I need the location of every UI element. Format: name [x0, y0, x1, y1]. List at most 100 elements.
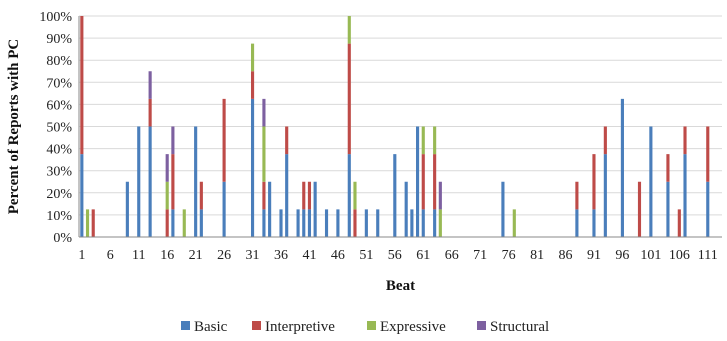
legend-swatch-basic	[181, 321, 190, 330]
bar-basic	[171, 209, 175, 237]
bar-basic	[376, 209, 380, 237]
x-tick-label: 6	[107, 248, 114, 263]
legend-swatch-structural	[477, 321, 486, 330]
bar-interpretive	[262, 181, 266, 210]
bar-structural	[171, 126, 175, 155]
bar-interpretive	[285, 126, 289, 155]
x-tick-label: 26	[217, 248, 231, 263]
x-tick-label: 11	[132, 248, 145, 263]
bar-interpretive	[148, 98, 152, 127]
y-tick-label: 90%	[46, 32, 72, 47]
bar-interpretive	[421, 154, 425, 210]
bar-expressive	[438, 209, 442, 237]
bar-expressive	[421, 126, 425, 155]
y-tick-label: 0%	[53, 231, 72, 246]
bar-structural	[438, 181, 442, 210]
bar-basic	[262, 209, 266, 237]
bar-basic	[307, 209, 312, 237]
x-tick-label: 36	[274, 248, 288, 263]
y-tick-label: 20%	[46, 187, 72, 202]
bar-basic	[324, 209, 329, 237]
bar-interpretive	[706, 126, 710, 182]
y-tick-label: 40%	[46, 143, 72, 158]
bar-basic	[347, 154, 351, 237]
bar-interpretive	[250, 71, 255, 99]
x-tick-label: 81	[530, 248, 544, 263]
bar-basic	[80, 154, 84, 237]
bar-basic	[125, 181, 129, 237]
bar-expressive	[433, 126, 437, 155]
x-tick-label: 1	[78, 248, 85, 263]
x-tick-label: 41	[302, 248, 316, 263]
y-tick-label: 70%	[46, 76, 72, 91]
y-tick-label: 60%	[46, 98, 72, 113]
x-tick-label: 46	[331, 248, 345, 263]
x-tick-label: 106	[669, 248, 690, 263]
x-tick-label: 71	[473, 248, 487, 263]
x-axis-title: Beat	[386, 278, 415, 294]
bar-basic	[592, 209, 596, 237]
bar-interpretive	[433, 154, 437, 210]
bar-expressive	[262, 126, 266, 182]
bar-basic	[575, 209, 579, 237]
x-tick-label: 101	[640, 248, 661, 263]
bar-interpretive	[347, 43, 351, 155]
y-tick-label: 10%	[46, 209, 72, 224]
bar-basic	[501, 181, 505, 237]
legend-label-interpretive: Interpretive	[265, 319, 335, 335]
bar-structural	[262, 98, 266, 127]
bar-structural	[148, 71, 152, 99]
bar-basic	[250, 98, 255, 237]
bar-basic	[137, 126, 141, 237]
gridlines	[79, 15, 722, 216]
bar-basic	[706, 181, 710, 237]
bar-interpretive	[80, 16, 84, 155]
y-tick-label: 50%	[46, 121, 72, 136]
x-tick-label: 86	[559, 248, 573, 263]
bar-basic	[603, 154, 607, 237]
y-tick-label: 80%	[46, 54, 72, 69]
bar-interpretive	[677, 209, 681, 237]
bar-basic	[336, 209, 340, 237]
legend-label-structural: Structural	[490, 319, 549, 335]
bar-basic	[404, 181, 408, 237]
bar-basic	[666, 181, 670, 237]
bar-basic	[364, 209, 368, 237]
bar-basic	[313, 181, 317, 237]
bar-basic	[410, 209, 414, 237]
bar-interpretive	[165, 209, 169, 237]
bar-basic	[302, 209, 306, 237]
bar-interpretive	[575, 181, 579, 210]
bar-interpretive	[666, 154, 670, 182]
bar-basic	[649, 126, 653, 237]
bar-basic	[433, 209, 437, 237]
bar-expressive	[85, 209, 90, 237]
bar-interpretive	[603, 126, 607, 155]
bar-expressive	[347, 16, 351, 44]
x-tick-label: 31	[246, 248, 260, 263]
bar-expressive	[512, 209, 516, 237]
bar-basic	[683, 154, 687, 237]
bar-interpretive	[353, 209, 357, 237]
bar-basic	[620, 98, 624, 237]
bar-expressive	[250, 43, 255, 72]
bar-expressive	[353, 181, 357, 210]
bar-interpretive	[171, 154, 175, 210]
x-tick-label: 61	[416, 248, 430, 263]
x-tick-label: 111	[698, 248, 718, 263]
bar-basic	[194, 126, 198, 237]
bar-basic	[421, 209, 425, 237]
bar-structural	[165, 154, 169, 182]
x-tick-label: 56	[388, 248, 402, 263]
legend-label-basic: Basic	[194, 319, 228, 335]
bar-expressive	[182, 209, 186, 237]
bar-basic	[222, 181, 226, 237]
x-tick-label: 51	[359, 248, 373, 263]
bar-basic	[393, 154, 397, 237]
bar-interpretive	[222, 98, 226, 182]
bar-interpretive	[592, 154, 596, 210]
bar-expressive	[165, 181, 169, 210]
bar-basic	[285, 154, 289, 237]
